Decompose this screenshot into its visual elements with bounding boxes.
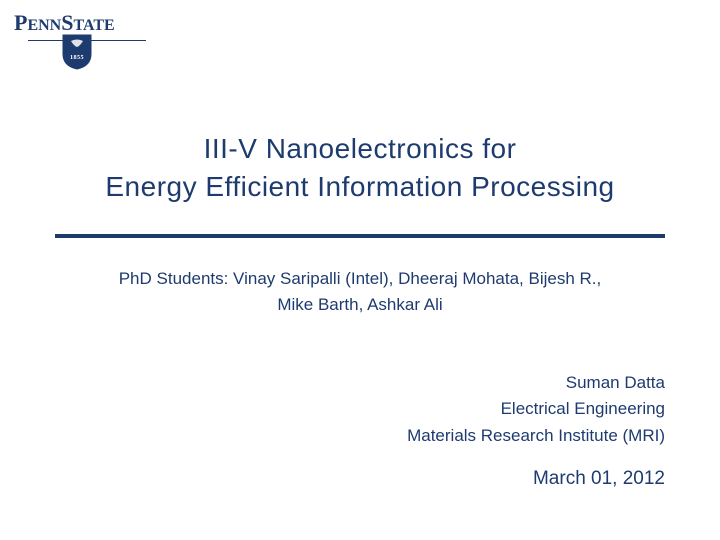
- shield-icon: 1855: [62, 34, 92, 70]
- students-line-2: Mike Barth, Ashkar Ali: [40, 292, 680, 318]
- date-text: March 01, 2012: [533, 468, 665, 490]
- slide-title: III-V Nanoelectronics for Energy Efficie…: [40, 130, 680, 206]
- presenter-block: Suman Datta Electrical Engineering Mater…: [407, 370, 665, 449]
- shield-year: 1855: [70, 54, 84, 61]
- title-line-1: III-V Nanoelectronics for: [40, 130, 680, 168]
- wordmark-enn: ENN: [27, 17, 61, 34]
- presenter-name: Suman Datta: [407, 370, 665, 396]
- wordmark-P: P: [14, 10, 27, 35]
- presenter-dept: Electrical Engineering: [407, 396, 665, 422]
- title-divider: [55, 234, 665, 238]
- wordmark-S: S: [61, 10, 73, 35]
- students-line-1: PhD Students: Vinay Saripalli (Intel), D…: [40, 266, 680, 292]
- title-line-2: Energy Efficient Information Processing: [40, 168, 680, 206]
- wordmark: PENNSTATE: [14, 10, 134, 32]
- students-block: PhD Students: Vinay Saripalli (Intel), D…: [40, 266, 680, 319]
- wordmark-tate: TATE: [73, 17, 114, 34]
- university-logo: PENNSTATE 1855: [14, 10, 134, 32]
- presenter-institute: Materials Research Institute (MRI): [407, 423, 665, 449]
